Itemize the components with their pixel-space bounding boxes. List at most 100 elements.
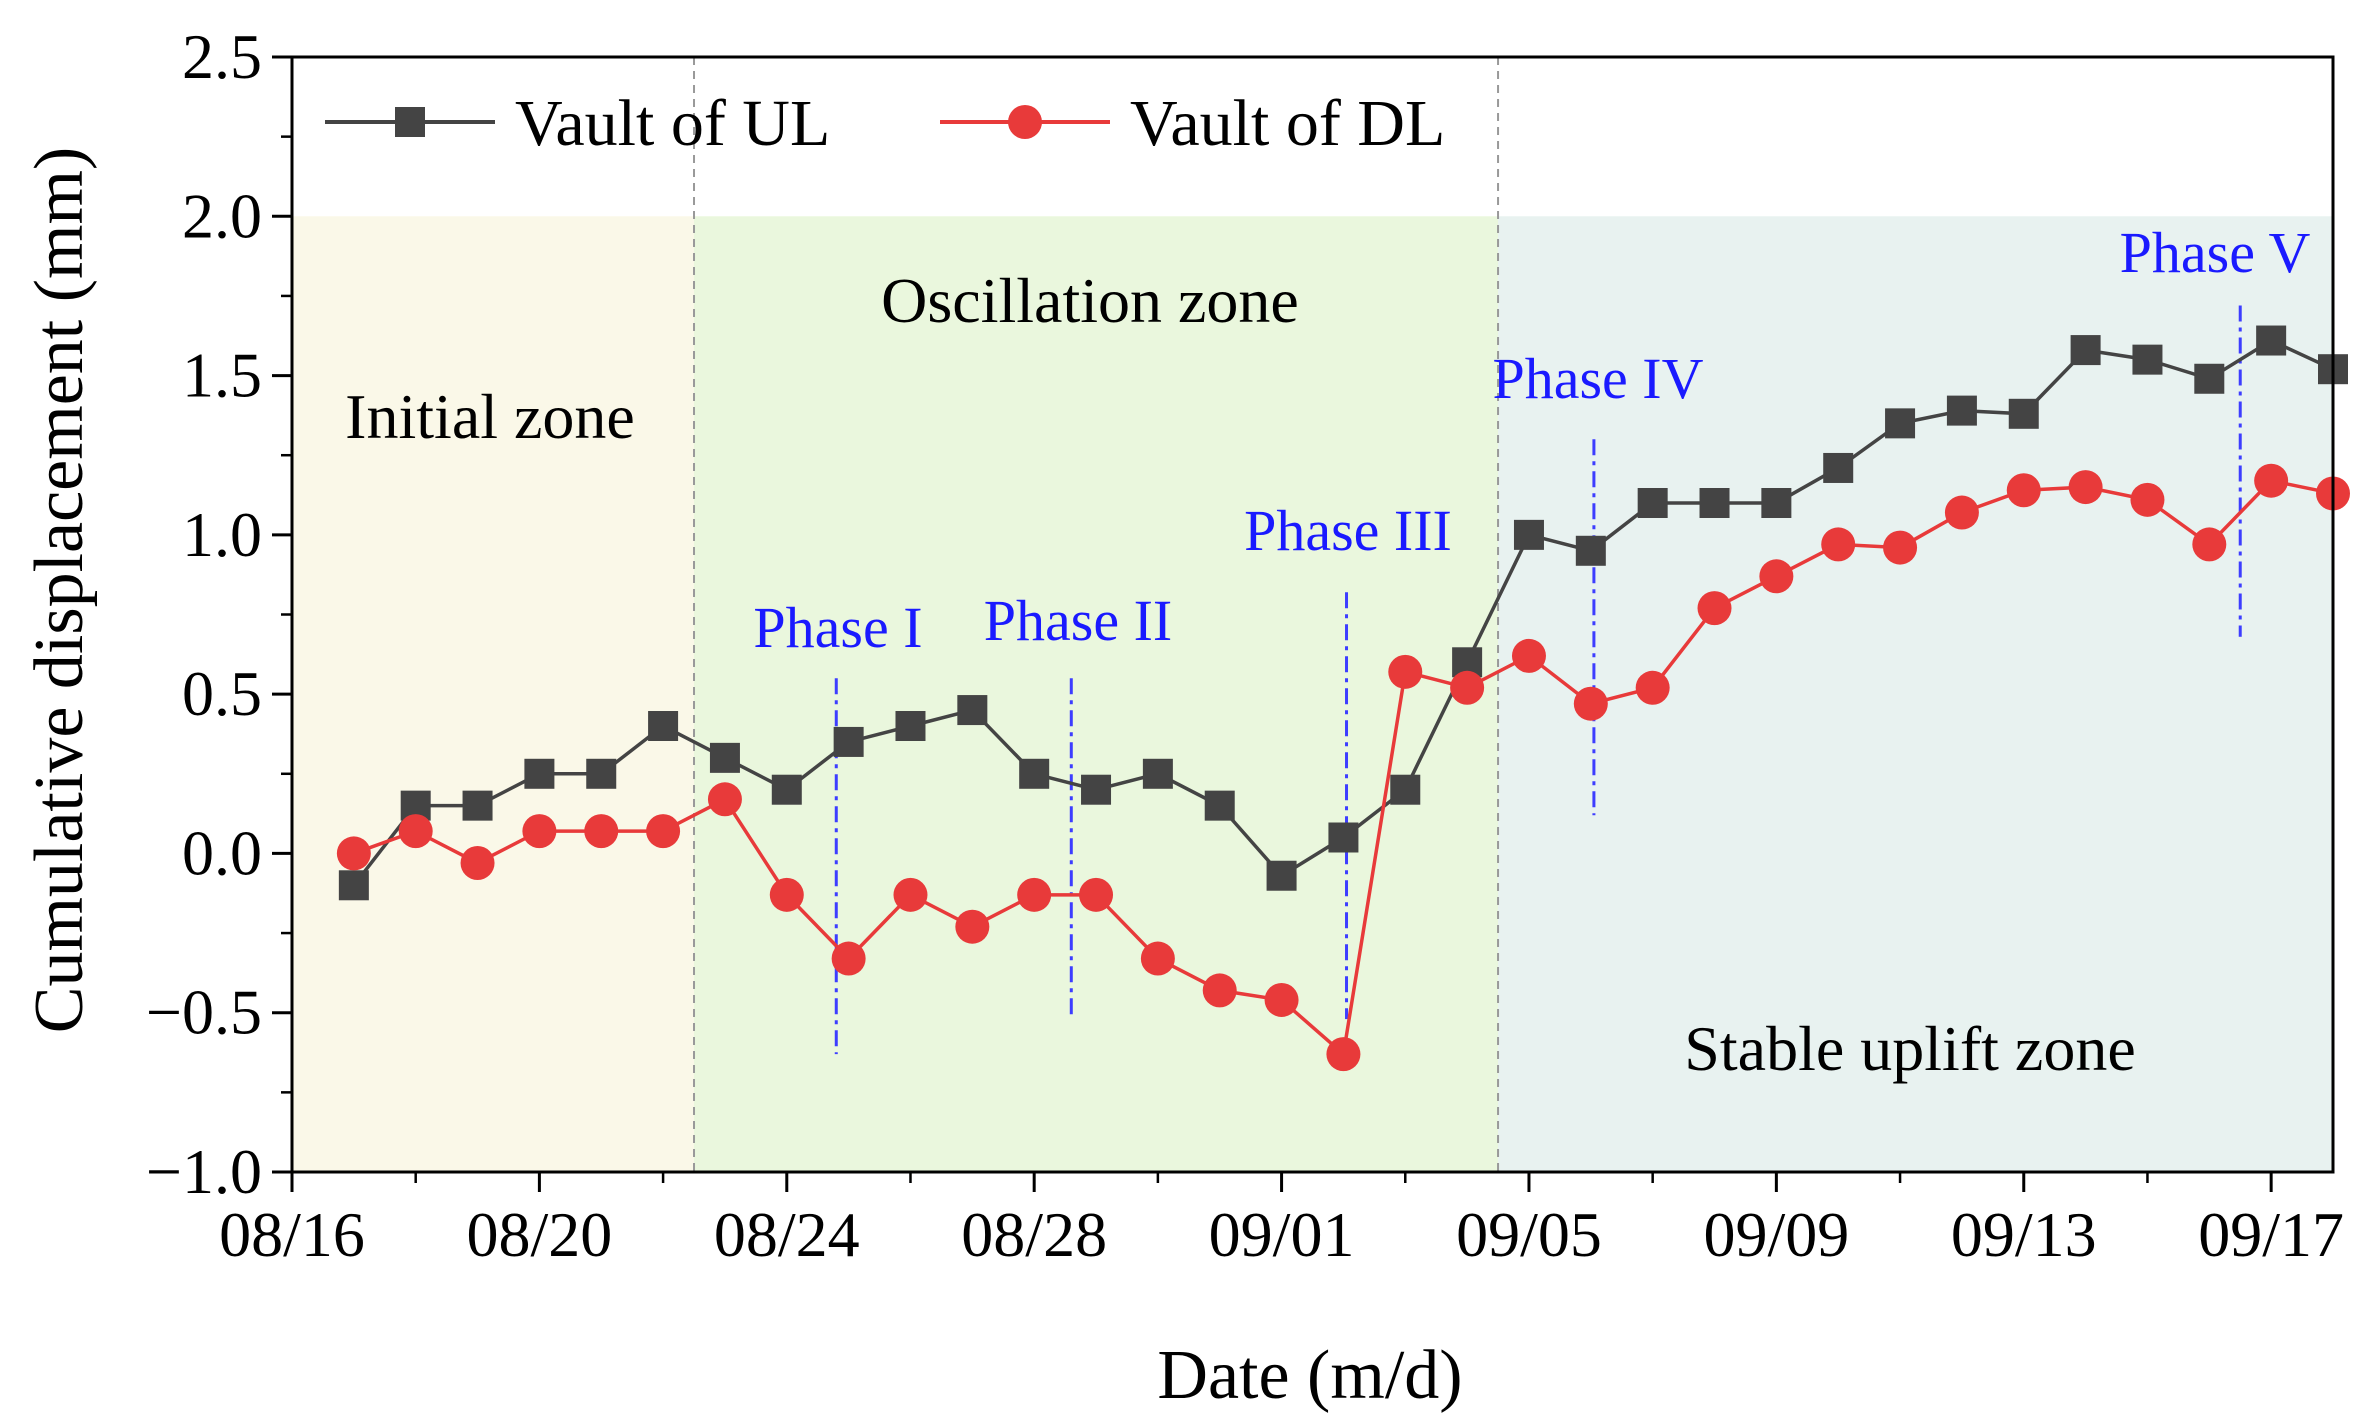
ul-point-10 [895, 711, 926, 741]
ul-point-4 [524, 758, 555, 789]
y-tick-label: −0.5 [146, 977, 262, 1048]
y-tick-label: 0.5 [182, 658, 262, 729]
dl-point-11 [955, 909, 990, 944]
dl-point-24 [1759, 559, 1794, 594]
dl-point-19 [1450, 670, 1485, 705]
ul-point-7 [709, 742, 740, 773]
ul-point-31 [2194, 363, 2225, 394]
dl-point-10 [893, 877, 928, 912]
dl-point-29 [2068, 470, 2103, 505]
legend-ul-label: Vault of UL [515, 87, 830, 160]
dl-point-32 [2254, 463, 2289, 498]
ticks: −1.0 −0.5 0.0 0.5 1.0 1.5 2.0 2.5 08/16 08/20 08/2… [146, 21, 2344, 1270]
zone-bg-1 [292, 216, 695, 1173]
ul-point-27 [1946, 395, 1977, 426]
dl-point-17 [1326, 1037, 1361, 1072]
dl-point-26 [1883, 530, 1918, 565]
oscillation-zone-label: Oscillation zone [881, 265, 1299, 336]
dl-point-25 [1821, 527, 1856, 562]
dl-point-6 [646, 814, 681, 849]
y-tick-label: 1.5 [182, 340, 262, 411]
ul-point-26 [1885, 408, 1916, 439]
dl-point-15 [1202, 973, 1237, 1008]
x-tick-label: 09/05 [1456, 1199, 1602, 1270]
zone-dividers [693, 57, 1500, 1172]
dl-point-13 [1079, 877, 1114, 912]
y-tick-label: 2.0 [182, 180, 262, 251]
ul-point-18 [1390, 774, 1421, 805]
ul-point-8 [771, 774, 802, 805]
dl-point-21 [1573, 686, 1608, 721]
dl-point-31 [2192, 527, 2227, 562]
y-tick-label: −1.0 [146, 1136, 262, 1207]
legend-dl-label: Vault of DL [1130, 87, 1445, 160]
phase-1-label: Phase I [753, 595, 922, 660]
legend: Vault of UL Vault of DL [325, 87, 1445, 160]
dl-point-3 [460, 845, 495, 880]
phase-2-label: Phase II [984, 588, 1172, 653]
ul-point-30 [2132, 344, 2163, 375]
x-tick-label: 08/28 [961, 1199, 1107, 1270]
ul-point-9 [833, 726, 864, 757]
zone-backgrounds [292, 216, 2333, 1173]
dl-point-7 [707, 782, 742, 817]
dl-point-28 [2006, 473, 2041, 508]
zone-bg-2 [694, 216, 1499, 1173]
ul-point-6 [648, 711, 679, 741]
ul-point-17 [1328, 822, 1359, 853]
x-tick-label: 08/24 [714, 1199, 860, 1270]
dl-point-27 [1944, 495, 1979, 530]
x-tick-label: 08/20 [467, 1199, 613, 1270]
ul-point-24 [1761, 488, 1792, 518]
ul-point-1 [338, 870, 369, 901]
ul-point-32 [2256, 325, 2287, 356]
dl-point-22 [1635, 670, 1670, 705]
x-tick-label: 09/17 [2198, 1199, 2344, 1270]
dl-point-14 [1140, 941, 1175, 976]
phase-3-label: Phase III [1244, 498, 1452, 563]
ul-point-22 [1637, 488, 1668, 518]
ul-point-12 [1019, 758, 1050, 789]
dl-point-23 [1697, 591, 1732, 626]
legend-ul-marker [395, 107, 425, 137]
series-layer [336, 325, 2350, 1072]
ul-point-11 [957, 695, 988, 726]
x-axis-title: Date (m/d) [1157, 1337, 1462, 1414]
ul-point-16 [1266, 860, 1297, 891]
dl-point-9 [831, 941, 866, 976]
legend-dl-marker [1008, 105, 1042, 139]
phase-5-label: Phase V [2120, 220, 2311, 285]
ul-point-14 [1142, 758, 1173, 789]
dl-point-20 [1511, 638, 1546, 673]
y-axis-title: Cumulative displacement (mm) [21, 147, 98, 1033]
ul-point-3 [462, 790, 493, 821]
x-tick-label: 08/16 [219, 1199, 365, 1270]
dl-point-5 [584, 814, 619, 849]
dl-point-1 [336, 836, 371, 871]
dl-point-2 [398, 814, 433, 849]
x-tick-label: 09/01 [1209, 1199, 1355, 1270]
stable-uplift-zone-label: Stable uplift zone [1684, 1013, 2135, 1084]
ul-point-5 [586, 758, 617, 789]
dl-point-16 [1264, 982, 1299, 1017]
dl-point-4 [522, 814, 557, 849]
initial-zone-label: Initial zone [345, 381, 635, 452]
ul-point-20 [1513, 519, 1544, 550]
dl-point-8 [769, 877, 804, 912]
dl-point-30 [2130, 482, 2165, 517]
phase-4-label: Phase IV [1492, 346, 1703, 411]
y-tick-label: 0.0 [182, 817, 262, 888]
ul-point-21 [1575, 535, 1606, 566]
dl-point-12 [1017, 877, 1052, 912]
x-tick-label: 09/13 [1951, 1199, 2097, 1270]
y-tick-label: 2.5 [182, 21, 262, 92]
ul-point-28 [2008, 398, 2039, 429]
ul-point-23 [1699, 488, 1730, 518]
y-tick-label: 1.0 [182, 499, 262, 570]
ul-point-25 [1823, 452, 1854, 483]
x-tick-label: 09/09 [1703, 1199, 1849, 1270]
ul-point-29 [2070, 335, 2101, 366]
ul-point-13 [1081, 774, 1112, 805]
ul-point-15 [1204, 790, 1235, 821]
